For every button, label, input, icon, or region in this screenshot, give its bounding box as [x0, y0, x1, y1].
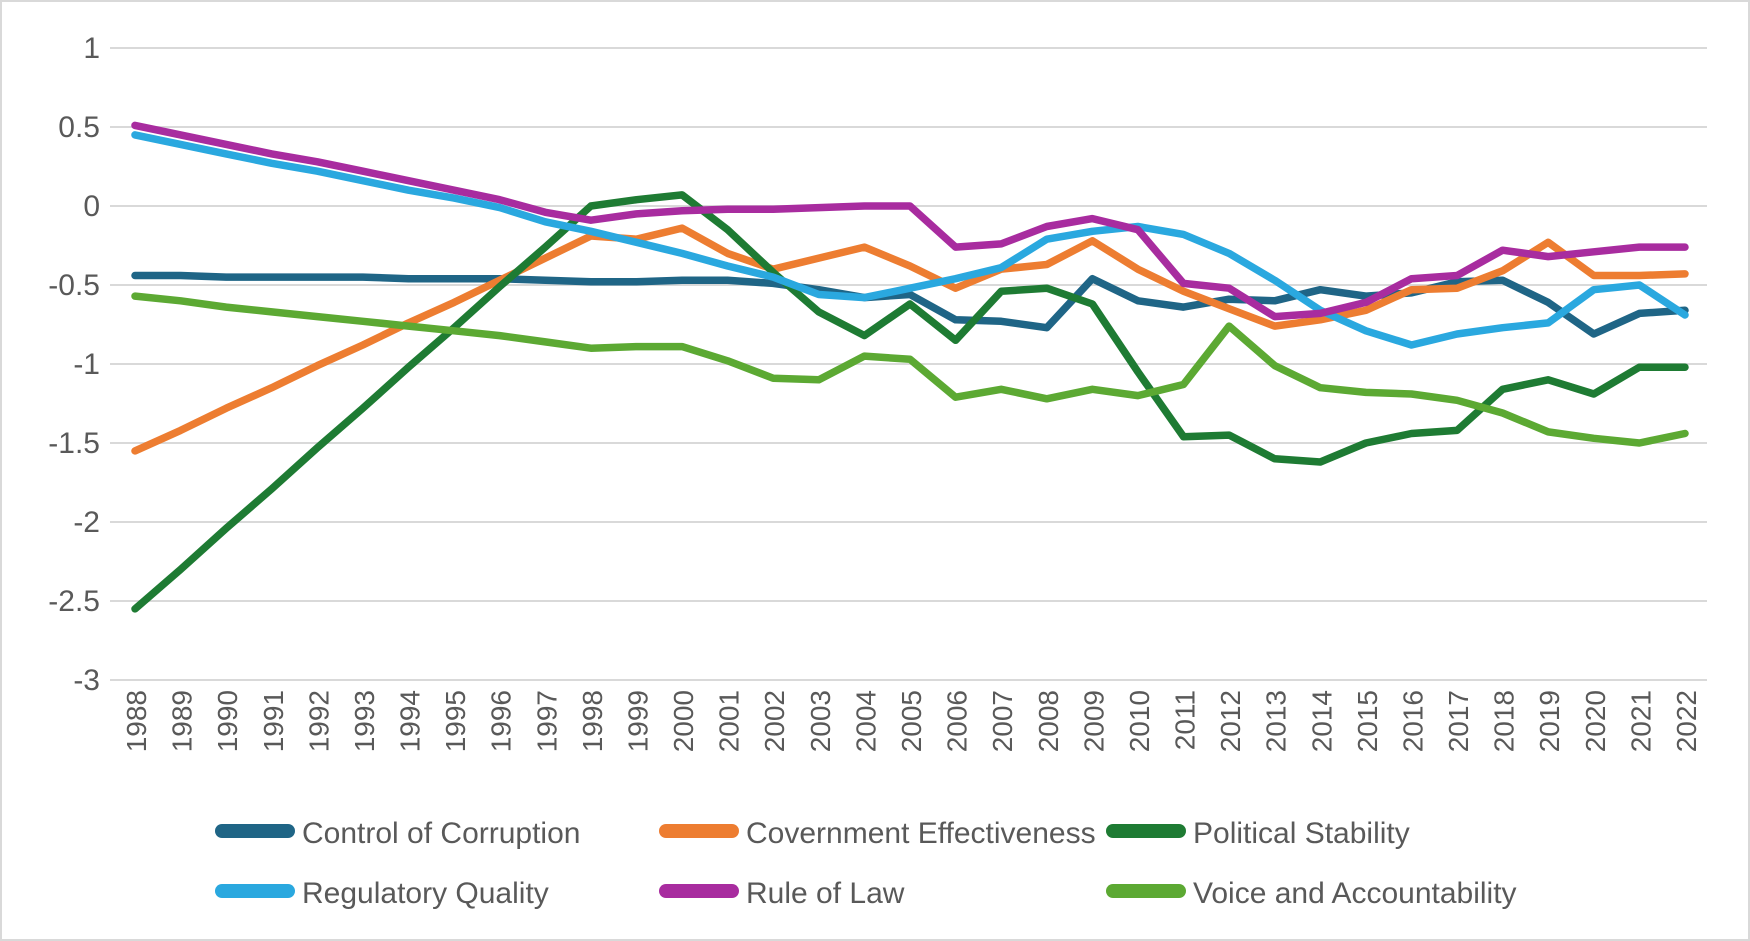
- chart-legend: Control of Corruption Covernment Effectiv…: [215, 817, 1517, 910]
- legend-swatch: [659, 824, 739, 838]
- series-line-political-stability: [131, 191, 1689, 613]
- legend-swatch: [1106, 884, 1186, 898]
- y-tick-label: -2.5: [48, 585, 100, 618]
- y-tick-label: 0: [83, 190, 100, 223]
- x-tick-label: 1990: [212, 690, 243, 752]
- legend-label: Control of Corruption: [302, 817, 580, 850]
- x-tick-label: 2011: [1170, 690, 1201, 750]
- x-axis-year-labels: 1988 1989 1990 1991 1992 1993 1994 1995 1996 1997…: [121, 690, 1702, 752]
- legend-swatch: [215, 824, 295, 838]
- x-tick-label: 2007: [987, 690, 1018, 752]
- legend-swatch: [215, 884, 295, 898]
- x-tick-label: 2020: [1580, 690, 1611, 752]
- y-tick-label: -1.5: [48, 427, 100, 460]
- x-tick-label: 2006: [942, 690, 973, 752]
- x-tick-label: 2010: [1124, 690, 1155, 752]
- x-tick-label: 1996: [486, 690, 517, 752]
- x-tick-label: 2015: [1352, 690, 1383, 752]
- x-tick-label: 1993: [349, 690, 380, 752]
- x-tick-label: 2013: [1261, 690, 1292, 752]
- y-tick-label: -2: [73, 506, 100, 539]
- series-lines: [131, 121, 1689, 613]
- x-tick-label: 1997: [531, 690, 562, 752]
- x-tick-label: 1989: [167, 690, 198, 752]
- legend-swatch: [659, 884, 739, 898]
- x-tick-label: 2005: [896, 690, 927, 752]
- series-line-rule-of-law: [131, 121, 1689, 321]
- x-tick-label: 1992: [303, 690, 334, 752]
- x-tick-label: 1995: [440, 690, 471, 752]
- x-tick-label: 2001: [714, 690, 745, 752]
- x-tick-label: 2003: [805, 690, 836, 752]
- legend-label: Covernment Effectiveness: [746, 817, 1096, 850]
- legend-item-voice-and-accountability: Voice and Accountability: [1106, 877, 1517, 910]
- x-tick-label: 2009: [1078, 690, 1109, 752]
- x-tick-label: 1994: [395, 690, 426, 752]
- x-tick-label: 2016: [1397, 690, 1428, 752]
- x-tick-label: 2008: [1033, 690, 1064, 752]
- x-tick-label: 2002: [759, 690, 790, 752]
- x-tick-label: 2018: [1489, 690, 1520, 752]
- y-tick-label: 1: [83, 32, 100, 65]
- x-tick-label: 2012: [1215, 690, 1246, 752]
- legend-label: Rule of Law: [746, 877, 905, 910]
- x-tick-label: 2021: [1625, 690, 1656, 752]
- series-line-covernment-effectiveness: [131, 224, 1689, 455]
- x-tick-label: 2014: [1306, 690, 1337, 752]
- series-line-voice-and-accountability: [131, 292, 1689, 447]
- x-tick-label: 2000: [668, 690, 699, 752]
- y-tick-label: -3: [73, 664, 100, 697]
- y-axis-tick-labels: 1 0.5 0 -0.5 -1 -1.5 -2 -2.5 -3: [48, 32, 100, 697]
- x-tick-label: 1999: [622, 690, 653, 752]
- legend-item-covernment-effectiveness: Covernment Effectiveness: [659, 817, 1096, 850]
- x-tick-label: 1988: [121, 690, 152, 752]
- x-tick-label: 2019: [1534, 690, 1565, 752]
- x-tick-label: 2017: [1443, 690, 1474, 752]
- x-tick-label: 1991: [258, 690, 289, 752]
- y-tick-label: -1: [73, 348, 100, 381]
- legend-label: Political Stability: [1193, 817, 1410, 850]
- legend-swatch: [1106, 824, 1186, 838]
- gridlines: [110, 47, 1707, 681]
- legend-item-political-stability: Political Stability: [1106, 817, 1410, 850]
- x-tick-label: 1998: [577, 690, 608, 752]
- y-tick-label: -0.5: [48, 269, 100, 302]
- legend-label: Voice and Accountability: [1193, 877, 1517, 910]
- legend-item-regulatory-quality: Regulatory Quality: [215, 877, 549, 910]
- x-tick-label: 2004: [850, 690, 881, 752]
- series-line-regulatory-quality: [131, 131, 1689, 349]
- legend-label: Regulatory Quality: [302, 877, 549, 910]
- legend-item-rule-of-law: Rule of Law: [659, 877, 905, 910]
- x-tick-label: 2022: [1671, 690, 1702, 752]
- y-tick-label: 0.5: [58, 111, 100, 144]
- legend-item-control-of-corruption: Control of Corruption: [215, 817, 580, 850]
